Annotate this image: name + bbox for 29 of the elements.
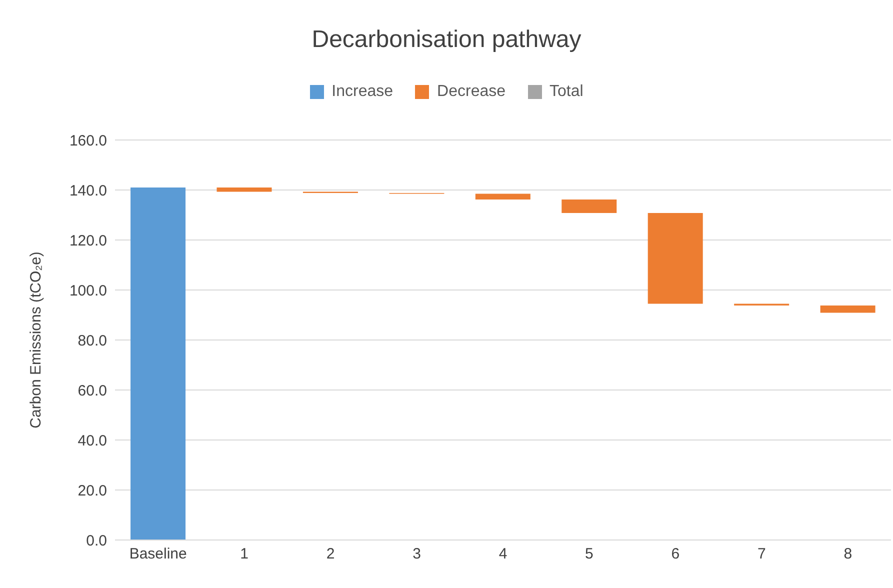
bar <box>820 306 876 313</box>
bar <box>562 200 617 213</box>
y-tick-label: 140.0 <box>69 182 107 200</box>
x-tick-label: 6 <box>671 546 680 563</box>
y-tick-label: 160.0 <box>69 132 107 150</box>
x-tick-label: 3 <box>412 546 421 563</box>
y-tick-label: 100.0 <box>69 282 107 300</box>
y-tick-label: 60.0 <box>78 382 107 400</box>
x-tick-label: Baseline <box>129 546 187 563</box>
y-tick-label: 120.0 <box>69 232 107 250</box>
x-tick-label: 5 <box>585 546 594 563</box>
y-tick-label: 40.0 <box>78 432 107 450</box>
legend-label: Total <box>548 83 584 101</box>
y-tick-label: 0.0 <box>86 532 107 550</box>
bar <box>216 188 272 192</box>
bar <box>648 213 703 304</box>
bar <box>475 194 530 200</box>
y-tick-label: 20.0 <box>78 482 107 500</box>
x-tick-label: 1 <box>240 546 249 563</box>
x-tick-label: 7 <box>757 546 766 563</box>
chart-title: Decarbonisation pathway <box>310 26 582 55</box>
x-tick-label: 4 <box>498 546 508 563</box>
x-tick-label: 8 <box>844 546 852 563</box>
y-axis-title: Carbon Emissions (tCO₂e) <box>28 252 44 428</box>
legend-label: Increase <box>330 83 394 101</box>
bar <box>130 188 186 540</box>
legend-label: Decrease <box>436 83 506 101</box>
y-tick-label: 80.0 <box>78 332 107 350</box>
x-tick-label: 2 <box>326 546 335 563</box>
